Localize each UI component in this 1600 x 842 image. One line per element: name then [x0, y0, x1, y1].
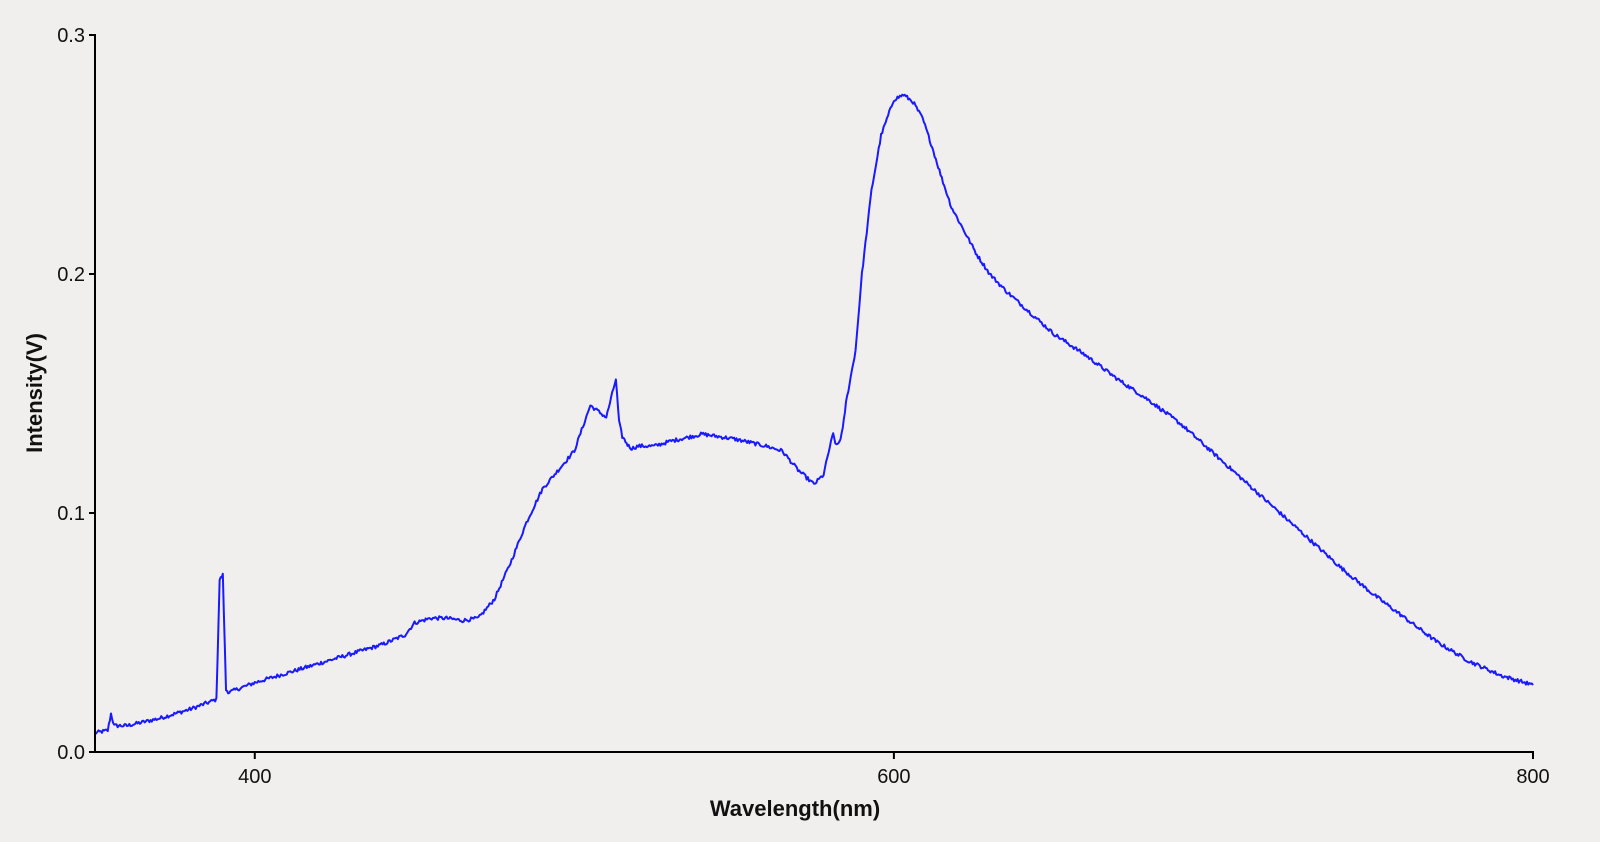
- y-tick-label: 0.0: [57, 742, 85, 764]
- x-tick-label: 800: [1516, 766, 1549, 788]
- y-tick-label: 0.2: [57, 264, 85, 286]
- plot-area: [94, 93, 1534, 735]
- y-ticks: 0.0 0.1 0.2 0.3: [57, 25, 95, 764]
- x-tick-label: 600: [877, 766, 910, 788]
- x-ticks: 400 600 800: [238, 752, 1550, 788]
- x-tick-label: 400: [238, 766, 271, 788]
- y-axis-title: Intensity(V): [22, 333, 47, 453]
- y-tick-label: 0.1: [57, 503, 85, 525]
- x-axis-title: Wavelength(nm): [710, 796, 880, 821]
- axes: 0.0 0.1 0.2 0.3 400 600 800: [57, 25, 1550, 788]
- spectrum-line: [94, 93, 1534, 735]
- y-tick-label: 0.3: [57, 25, 85, 47]
